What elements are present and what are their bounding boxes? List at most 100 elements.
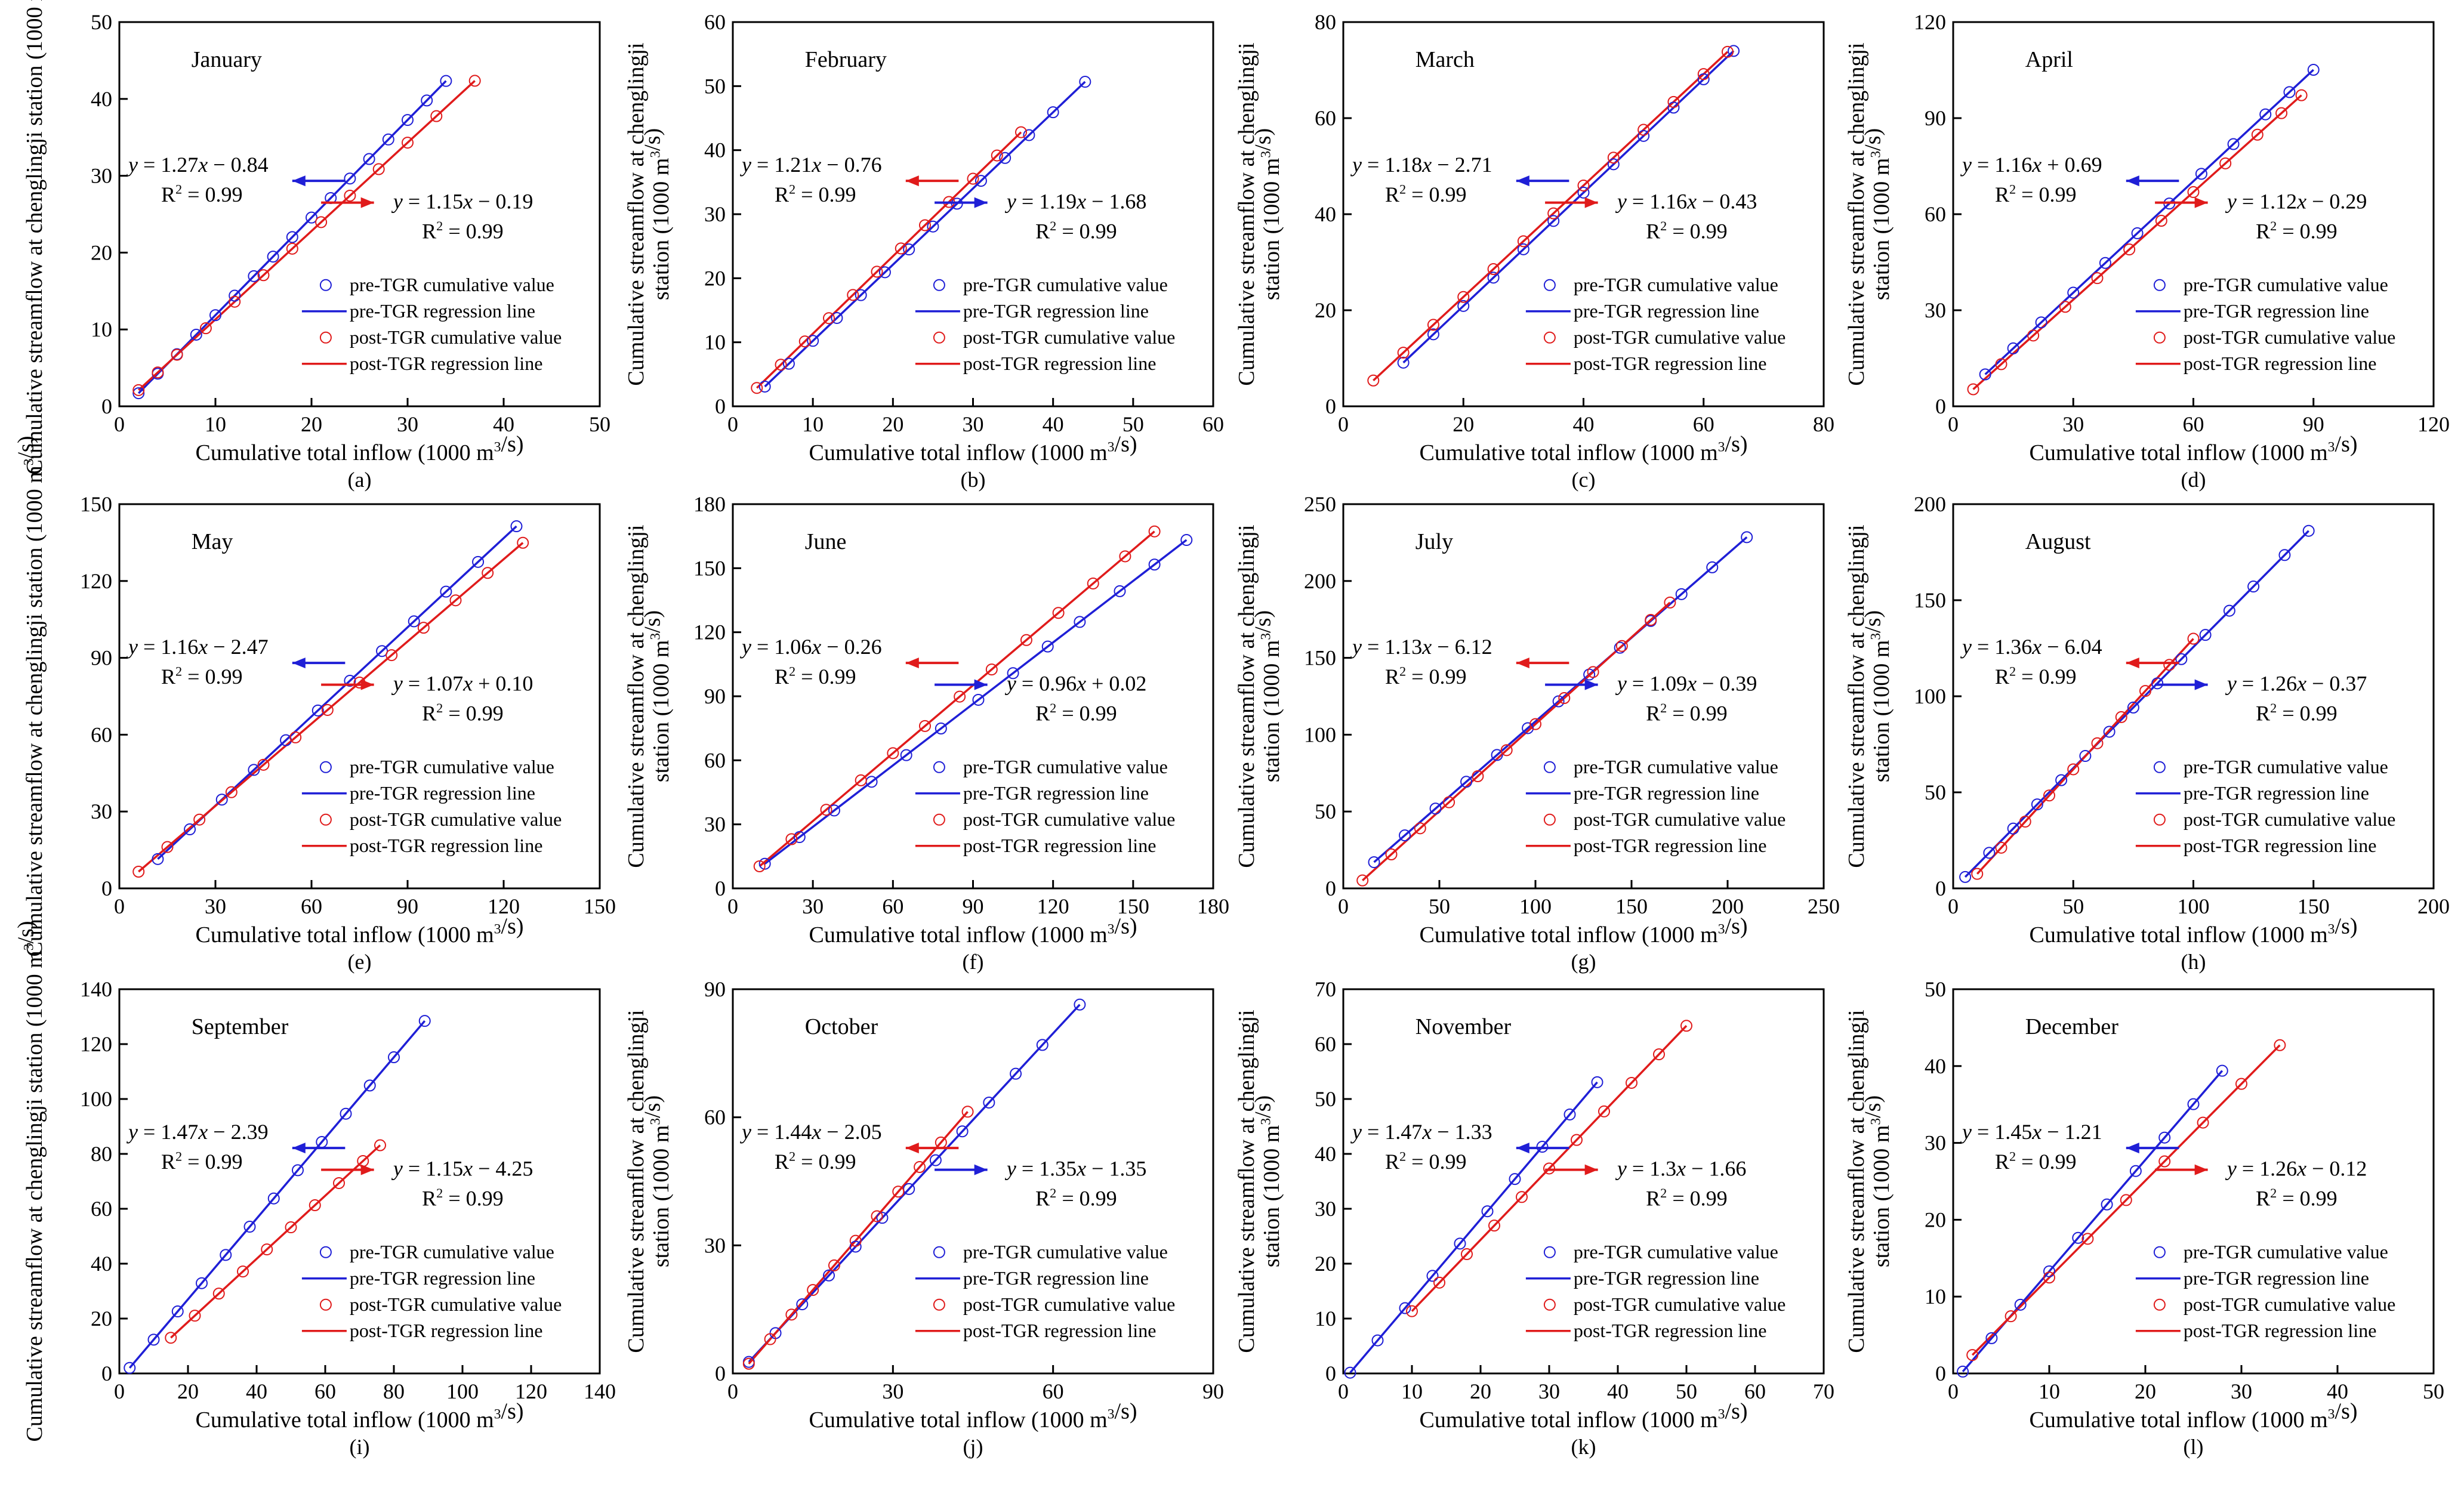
y-axis-label-line1: Cumulative streamflow at chenglingji (1844, 42, 1869, 385)
pre-regression-line (137, 80, 447, 394)
pre-data-point (408, 615, 420, 628)
post-data-point (257, 758, 270, 771)
pre-data-point (1552, 695, 1565, 708)
left-r-squared: R2 = 0.99 (1995, 181, 2076, 206)
x-tick-label: 50 (1429, 894, 1450, 918)
pre-data-point (1180, 534, 1193, 547)
post-data-point (1558, 692, 1571, 705)
pre-data-point (292, 1164, 304, 1177)
y-tick-label: 30 (1925, 298, 1946, 322)
left-equation-arrow (905, 657, 959, 669)
legend-post-line: post-TGR regression line (963, 835, 1157, 856)
x-axis-label: Cumulative total inflow (1000 m3/s) (1419, 914, 1747, 947)
x-tick-label: 10 (2039, 1379, 2060, 1403)
post-data-point (1547, 207, 1560, 220)
x-tick-label: 150 (1117, 894, 1149, 918)
post-data-point (820, 804, 832, 816)
y-axis-label-line1: Cumulative streamflow at chenglingji (1234, 42, 1259, 385)
post-data-point (1414, 822, 1426, 835)
post-regression-line (138, 80, 476, 391)
x-tick-label: 200 (2417, 894, 2450, 918)
pre-data-point (855, 289, 867, 301)
post-data-point (1626, 1076, 1637, 1089)
pre-data-point (2199, 629, 2212, 641)
y-tick-label: 0 (101, 394, 112, 418)
left-equation-arrow (2126, 657, 2179, 669)
post-data-point (775, 359, 787, 371)
x-tick-label: 80 (383, 1379, 405, 1403)
legend-pre-point-marker (2153, 1246, 2166, 1258)
legend-pre-points: pre-TGR cumulative value (1574, 1241, 1778, 1262)
pre-data-point (1487, 271, 1500, 284)
pre-data-point (1509, 1173, 1521, 1186)
right-r-squared: R2 = 0.99 (422, 218, 503, 243)
pre-data-point (344, 675, 356, 687)
x-tick-label: 40 (1573, 412, 1595, 436)
y-tick-label: 120 (80, 569, 112, 593)
panel-label: (l) (2184, 1435, 2204, 1459)
legend-post-points: post-TGR cumulative value (2184, 326, 2395, 348)
legend-post-line: post-TGR regression line (2184, 835, 2377, 856)
x-tick-label: 0 (1948, 1379, 1959, 1403)
post-data-point (2295, 89, 2308, 101)
x-tick-label: 60 (2183, 412, 2204, 436)
legend-pre-points: pre-TGR cumulative value (2184, 756, 2388, 777)
y-tick-label: 10 (704, 331, 726, 354)
post-data-point (1995, 358, 2007, 371)
panel-october: 0 30 60 90 0 30 60 90 Cumulative total inflow (1… (624, 977, 1224, 1459)
x-tick-label: 250 (1808, 894, 1840, 918)
legend-pre-points: pre-TGR cumulative value (350, 1241, 554, 1262)
pre-data-point (2072, 1231, 2084, 1244)
y-axis-label-line1: Cumulative streamflow at chenglingji (1844, 1010, 1869, 1353)
left-r-squared: R2 = 0.99 (775, 181, 856, 206)
y-tick-label: 40 (704, 138, 726, 162)
post-data-point (1119, 550, 1131, 563)
x-tick-label: 30 (397, 412, 418, 436)
post-data-point (785, 1308, 798, 1321)
pre-data-point (2247, 581, 2260, 593)
x-tick-label: 20 (1470, 1379, 1491, 1403)
right-equation-arrow (935, 679, 988, 690)
post-data-point (887, 747, 899, 760)
pre-data-point (2223, 604, 2235, 617)
post-data-point (1356, 874, 1369, 887)
post-data-point (919, 720, 931, 732)
legend-post-line: post-TGR regression line (350, 835, 543, 856)
pre-data-point (306, 211, 317, 224)
post-data-point (1577, 179, 1590, 192)
pre-data-point (1706, 561, 1719, 573)
month-title: November (1416, 1014, 1512, 1039)
pre-data-point (1023, 129, 1035, 141)
pre-data-point (171, 1305, 184, 1318)
post-data-point (1667, 95, 1680, 108)
post-data-point (985, 663, 998, 676)
post-data-point (967, 172, 979, 185)
y-tick-label: 0 (1935, 1362, 1946, 1385)
x-tick-label: 30 (2062, 412, 2084, 436)
y-tick-label: 0 (1325, 1362, 1336, 1385)
post-data-point (309, 1199, 321, 1212)
post-regression-line (170, 1144, 381, 1339)
pre-data-point (1517, 243, 1529, 255)
right-equation-arrow (321, 1164, 374, 1175)
post-data-point (807, 1284, 819, 1296)
post-data-point (2091, 737, 2104, 749)
post-data-point (1967, 383, 1979, 396)
y-tick-label: 90 (1925, 106, 1946, 130)
post-data-point (482, 567, 494, 579)
y-tick-label: 100 (1914, 684, 1946, 708)
y-tick-label: 180 (693, 492, 726, 516)
post-regression-line (1362, 601, 1671, 881)
post-regression-line (138, 542, 524, 873)
y-tick-label: 100 (80, 1087, 112, 1111)
y-axis-label: Cumulative streamflow at chenglingji sta… (14, 921, 47, 1442)
x-axis-label: Cumulative total inflow (1000 m3/s) (809, 1399, 1137, 1433)
post-data-point (315, 216, 328, 229)
panel-july: 0 50 100 150 200 250 0 50 100 150 200 250 Cumulative… (1234, 492, 1840, 974)
post-regression-line (1971, 1044, 2281, 1356)
legend-pre-line: pre-TGR regression line (350, 782, 535, 804)
pre-data-point (1010, 1067, 1022, 1080)
post-data-point (1971, 868, 1984, 880)
y-tick-label: 60 (91, 723, 112, 746)
plot-frame (118, 21, 601, 407)
